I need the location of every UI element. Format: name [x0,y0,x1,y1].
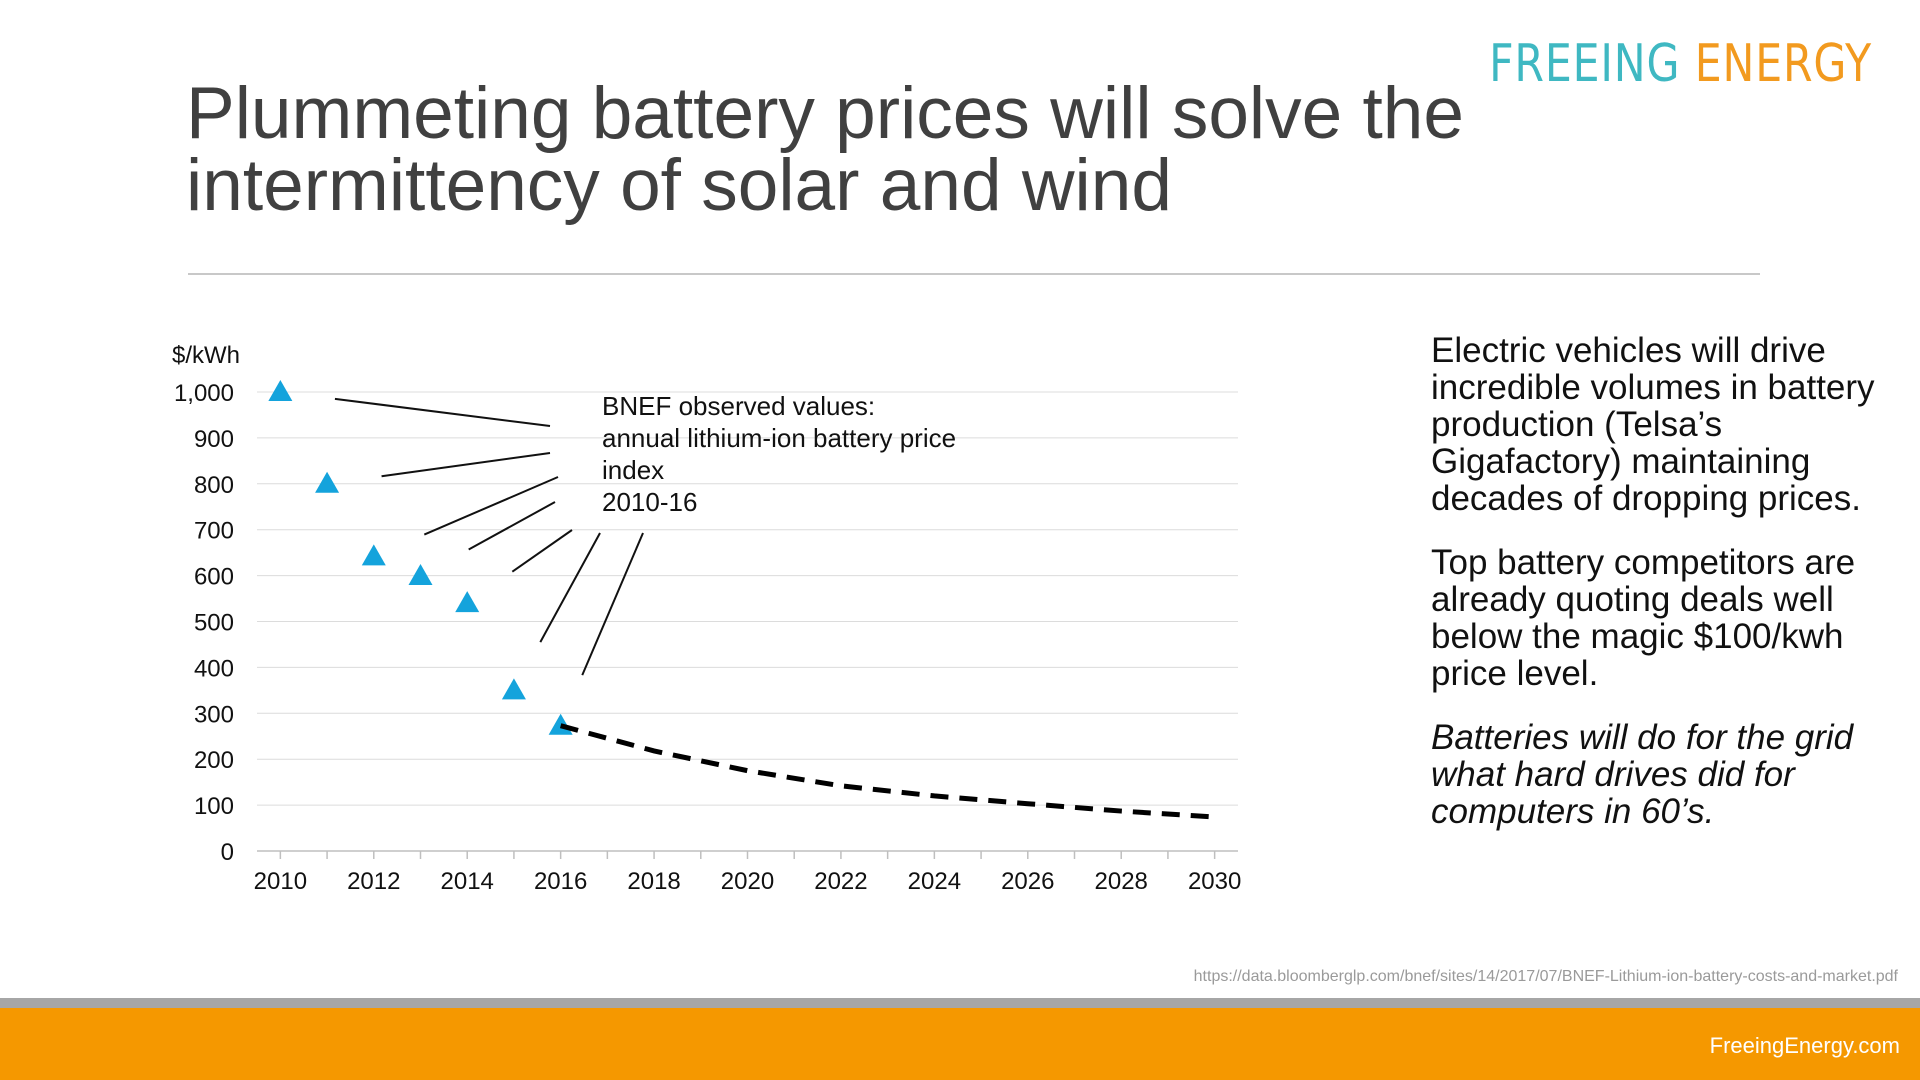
annotation-line: BNEF observed values: [602,391,876,421]
leader-line [581,532,644,676]
data-point-triangle [315,471,340,493]
leader-line [381,452,551,478]
y-tick-label: 400 [194,655,234,682]
annotation-line: index [602,455,665,485]
leader-line [423,476,559,536]
x-tick-label: 2010 [254,868,307,895]
leader-line [334,397,551,427]
x-tick-label: 2022 [814,868,867,895]
y-tick-label: 200 [194,747,234,774]
footer-divider [0,998,1920,1008]
leader-line [468,501,556,551]
y-tick-label: 100 [194,793,234,820]
y-tick-label: 900 [194,426,234,453]
side-paragraph-1: Electric vehicles will drive incredible … [1431,331,1875,518]
x-tick-label: 2024 [908,868,961,895]
x-tick-label: 2018 [627,868,680,895]
annotation-line: annual lithium-ion battery price [602,423,957,453]
y-tick-label: 600 [194,564,234,591]
y-tick-label: 500 [194,610,234,637]
data-point-triangle [408,564,433,586]
title-divider [188,273,1760,275]
data-point-triangle [455,591,480,613]
y-tick-label: 700 [194,518,234,545]
footer-band [0,1008,1920,1080]
x-tick-label: 2014 [441,868,494,895]
y-tick-label: 1,000 [174,380,234,407]
brand-logo: FREEING ENERGY [1489,34,1872,94]
y-tick-label: 0 [221,839,234,866]
x-tick-label: 2020 [721,868,774,895]
y-tick-label: 800 [194,472,234,499]
x-tick-label: 2012 [347,868,400,895]
side-text: Electric vehicles will drive incredible … [1431,332,1901,857]
projection-line [559,723,1215,820]
leader-line [511,529,573,573]
side-paragraph-3: Batteries will do for the grid what hard… [1431,718,1854,831]
leader-line [539,532,601,643]
annotation-line: 2010-16 [602,487,698,517]
y-tick-label: 300 [194,701,234,728]
x-tick-label: 2016 [534,868,587,895]
data-point-triangle [501,678,526,700]
x-tick-label: 2030 [1188,868,1241,895]
side-paragraph-2: Top battery competitors are already quot… [1431,543,1856,693]
source-link[interactable]: https://data.bloomberglp.com/bnef/sites/… [1193,968,1898,985]
y-axis-label: $/kWh [172,342,240,369]
x-tick-label: 2026 [1001,868,1054,895]
data-point-triangle [361,544,386,566]
slide-title: Plummeting battery prices will solve the… [186,73,1464,226]
data-point-triangle [548,713,573,735]
data-point-triangle [268,380,293,401]
logo-part-freeing: FREEING [1489,34,1681,94]
footer-brand: FreeingEnergy.com [1709,1033,1900,1058]
logo-part-energy: ENERGY [1694,34,1872,94]
chart-annotation: BNEF observed values: annual lithium-ion… [602,390,1022,518]
x-tick-label: 2028 [1095,868,1148,895]
